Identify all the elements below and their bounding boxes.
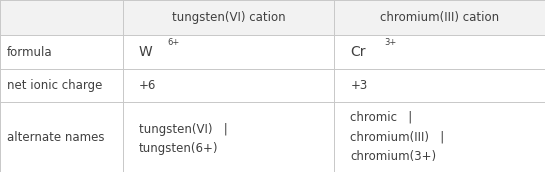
Text: +6: +6 xyxy=(139,79,156,92)
Text: Cr: Cr xyxy=(350,45,366,59)
Text: chromic   |: chromic | xyxy=(350,111,413,124)
Text: tungsten(VI) cation: tungsten(VI) cation xyxy=(172,11,285,24)
Text: chromium(III)   |: chromium(III) | xyxy=(350,131,445,144)
Text: +3: +3 xyxy=(350,79,368,92)
Text: 6+: 6+ xyxy=(167,38,179,47)
Text: tungsten(6+): tungsten(6+) xyxy=(139,142,219,155)
Text: chromium(III) cation: chromium(III) cation xyxy=(380,11,499,24)
Text: W: W xyxy=(139,45,153,59)
Text: net ionic charge: net ionic charge xyxy=(7,79,102,92)
Text: alternate names: alternate names xyxy=(7,131,104,144)
Text: chromium(3+): chromium(3+) xyxy=(350,150,437,163)
Bar xyxy=(0,0,545,35)
Text: formula: formula xyxy=(7,46,52,58)
Text: tungsten(VI)   |: tungsten(VI) | xyxy=(139,122,228,136)
Text: 3+: 3+ xyxy=(384,38,396,47)
